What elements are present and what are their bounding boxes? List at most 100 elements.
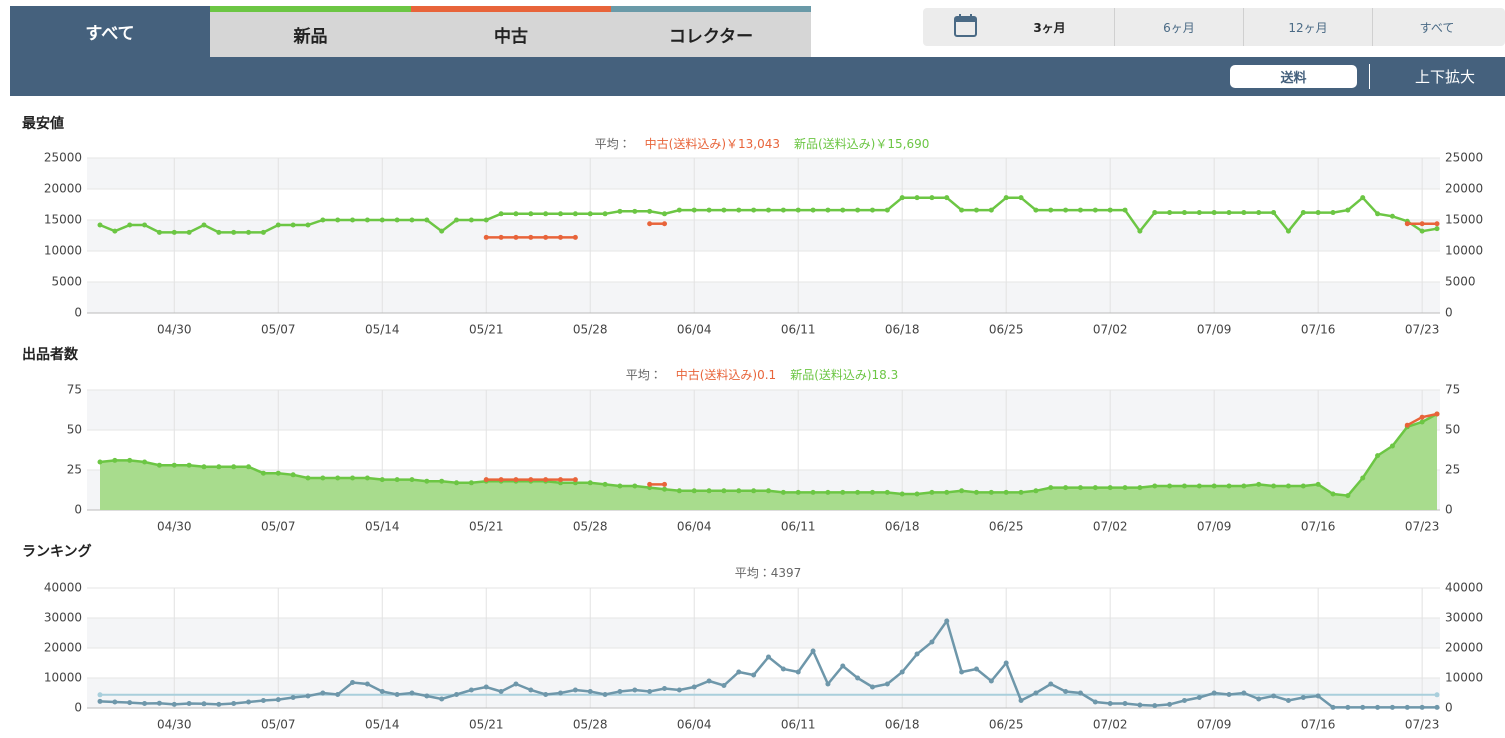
series-point: [840, 489, 846, 495]
period-12m[interactable]: 12ヶ月: [1243, 8, 1372, 46]
x-tick-label: 06/25: [989, 520, 1024, 534]
series-point: [290, 222, 296, 228]
series-point: [1033, 488, 1039, 494]
series-point: [1315, 693, 1321, 699]
series-point: [1048, 207, 1054, 213]
subtitle-part: 新品(送料込み)18.3: [790, 367, 898, 382]
x-tick-label: 07/09: [1197, 718, 1232, 732]
series-point: [1167, 210, 1173, 216]
series-point: [409, 477, 415, 483]
series-point: [305, 222, 311, 228]
period-all[interactable]: すべて: [1372, 8, 1501, 46]
series-point: [513, 234, 519, 240]
series-point: [1375, 211, 1381, 217]
series-point: [231, 701, 237, 706]
series-point: [662, 211, 668, 217]
x-tick-label: 05/28: [573, 718, 608, 732]
series-point: [959, 207, 965, 213]
series-point: [1315, 210, 1321, 216]
x-tick-label: 07/23: [1405, 520, 1440, 534]
series-point: [1181, 210, 1187, 216]
series-point: [632, 208, 638, 214]
series-point: [825, 489, 831, 495]
series-point: [186, 462, 192, 468]
series-point: [869, 207, 875, 213]
calendar-icon[interactable]: [954, 14, 978, 38]
series-point: [572, 211, 578, 217]
series-point: [602, 481, 608, 487]
series-point: [290, 472, 296, 478]
series-point: [632, 483, 638, 489]
series-point: [156, 700, 162, 706]
series-point: [855, 675, 861, 681]
period-6m[interactable]: 6ヶ月: [1114, 8, 1243, 46]
series-point: [1033, 690, 1039, 696]
series-point: [780, 207, 786, 213]
average-point: [1434, 692, 1440, 698]
series-point: [1256, 481, 1262, 487]
series-point: [572, 234, 578, 240]
series-point: [602, 211, 608, 217]
tab-collector[interactable]: コレクター: [611, 6, 811, 57]
series-point: [929, 639, 935, 645]
series-point: [543, 692, 549, 697]
series-point: [736, 488, 742, 494]
series-point: [587, 689, 593, 694]
series-point: [647, 221, 653, 227]
y2-tick-label: 25000: [1445, 151, 1483, 165]
x-tick-label: 07/09: [1197, 323, 1232, 337]
tab-new[interactable]: 新品: [210, 6, 411, 57]
series-point: [988, 678, 994, 684]
series-point: [1285, 483, 1291, 489]
series-point: [364, 217, 370, 223]
plot-band: [87, 618, 1440, 648]
series-point: [1211, 210, 1217, 216]
y2-tick-label: 0: [1445, 701, 1453, 715]
series-point: [246, 464, 252, 470]
series-point: [780, 489, 786, 495]
subtitle-part: 平均：: [626, 368, 662, 382]
series-point: [1315, 481, 1321, 487]
series-point: [1389, 704, 1395, 710]
tab-used[interactable]: 中古: [411, 6, 611, 57]
series-point: [424, 693, 430, 699]
series-point: [112, 457, 118, 463]
series-point: [127, 222, 133, 228]
series-point: [1300, 695, 1306, 700]
series-point: [513, 681, 519, 687]
series-point: [751, 672, 757, 678]
series-point: [320, 475, 326, 481]
series-point: [379, 477, 385, 483]
series-point: [973, 489, 979, 495]
series-point: [1226, 210, 1232, 216]
series-point: [558, 211, 564, 217]
series-point: [1285, 698, 1291, 703]
x-tick-label: 04/30: [157, 520, 192, 534]
series-point: [825, 681, 831, 687]
series-point: [275, 470, 281, 476]
series-point: [914, 651, 920, 657]
y-tick-label: 40000: [44, 581, 82, 595]
y-tick-label: 10000: [44, 671, 82, 685]
series-point: [855, 489, 861, 495]
period-3m[interactable]: 3ヶ月: [1033, 20, 1066, 35]
series-point: [973, 207, 979, 213]
series-point: [156, 229, 162, 235]
series-point: [97, 459, 103, 465]
series-point: [1092, 699, 1098, 705]
series-point: [513, 211, 519, 217]
series-point: [1137, 228, 1143, 234]
shipping-button[interactable]: 送料: [1230, 65, 1357, 88]
series-point: [959, 488, 965, 494]
series-point: [929, 195, 935, 201]
subtitle-part: 中古(送料込み)￥13,043: [645, 136, 780, 151]
series-point: [260, 229, 266, 235]
series-point: [231, 229, 237, 235]
series-point: [483, 217, 489, 223]
series-point: [1271, 483, 1277, 489]
series-point: [454, 692, 460, 697]
x-tick-label: 05/14: [365, 323, 400, 337]
tab-all[interactable]: すべて: [10, 6, 210, 57]
zoom-button[interactable]: 上下拡大: [1414, 68, 1475, 86]
